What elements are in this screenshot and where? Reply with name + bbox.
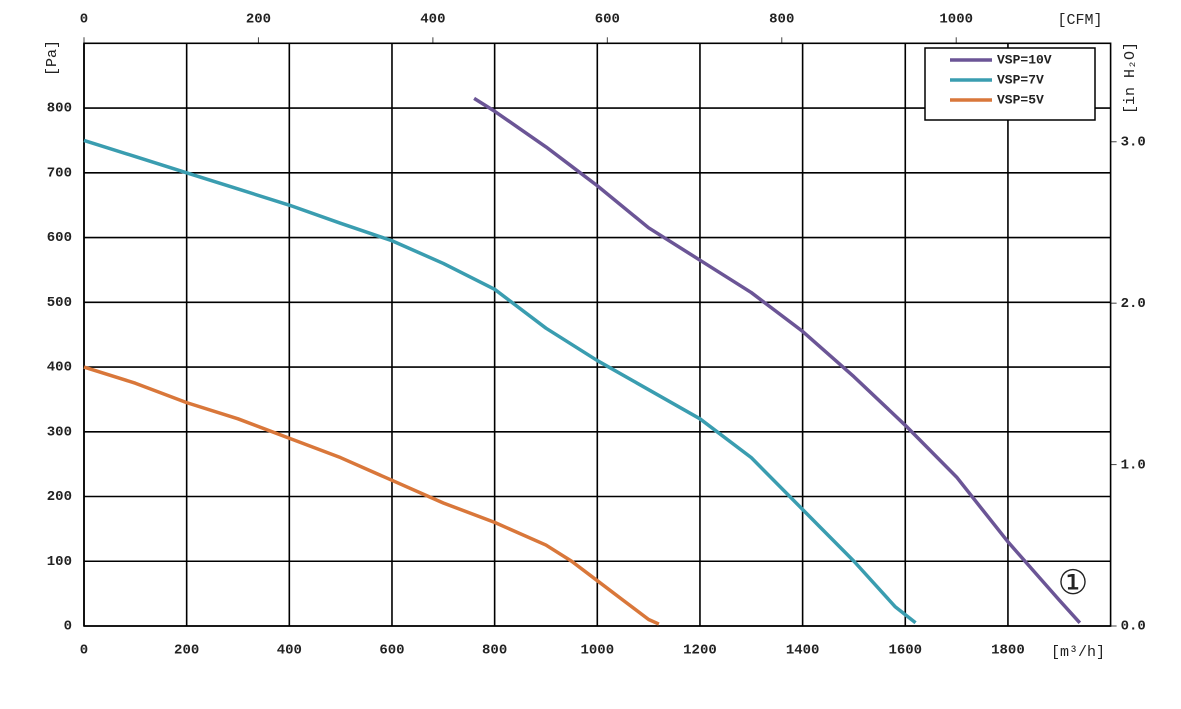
x-tick-label: 1800 (991, 643, 1025, 659)
x-tick-label: 1000 (580, 643, 614, 659)
y-axis-label: [Pa] (44, 40, 61, 76)
y2-axis-label: [in H₂O] (1122, 42, 1139, 114)
x2-tick-label: 0 (80, 12, 88, 28)
x-tick-label: 1400 (786, 643, 820, 659)
y-tick-label: 500 (47, 295, 72, 311)
x2-tick-label: 400 (420, 12, 445, 28)
y-tick-label: 300 (47, 424, 72, 440)
x-tick-label: 800 (482, 643, 507, 659)
x2-tick-label: 600 (595, 12, 620, 28)
legend-label: VSP=7V (997, 72, 1044, 87)
y-tick-label: 0 (64, 619, 72, 635)
y-tick-label: 200 (47, 489, 72, 505)
plot-frame (83, 42, 1112, 627)
x-tick-label: 600 (379, 643, 404, 659)
y2-tick-label: 3.0 (1121, 134, 1146, 150)
x-axis-label: [m³/h] (1051, 644, 1105, 661)
y-tick-label: 700 (47, 165, 72, 181)
y-tick-label: 800 (47, 101, 72, 117)
series-line (473, 96, 1082, 624)
series-line (83, 138, 917, 625)
x2-tick-label: 200 (246, 12, 271, 28)
y-tick-label: 400 (47, 360, 72, 376)
y2-tick-label: 1.0 (1121, 457, 1146, 473)
x-tick-label: 1200 (683, 643, 717, 659)
x-tick-label: 0 (80, 643, 88, 659)
y2-tick-label: 2.0 (1121, 296, 1146, 312)
y2-tick-label: 0.0 (1121, 619, 1146, 635)
annotation: ① (1058, 567, 1088, 605)
series-line (83, 365, 660, 626)
legend-label: VSP=5V (997, 92, 1044, 107)
x-tick-label: 400 (277, 643, 302, 659)
x2-tick-label: 800 (769, 12, 794, 28)
x2-axis-label: [CFM] (1057, 12, 1102, 29)
y-tick-label: 100 (47, 554, 72, 570)
y-tick-label: 600 (47, 230, 72, 246)
legend-label: VSP=10V (997, 52, 1052, 67)
x-tick-label: 1600 (888, 643, 922, 659)
x-tick-label: 200 (174, 643, 199, 659)
x2-tick-label: 1000 (939, 12, 973, 28)
